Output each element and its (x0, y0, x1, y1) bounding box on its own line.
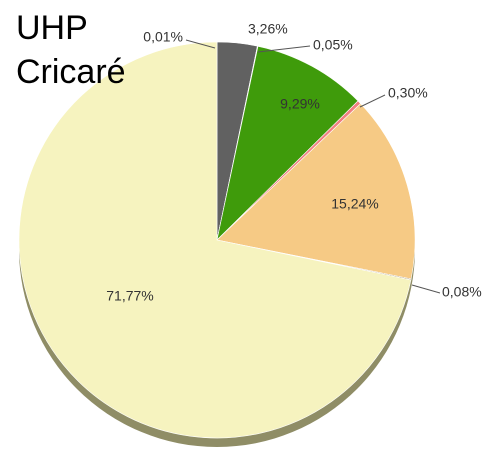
data-label: 9,29% (280, 96, 320, 112)
leader-line (359, 94, 386, 108)
pie-slice (216, 45, 359, 241)
leader-line (257, 45, 311, 53)
data-label: 3,26% (248, 21, 288, 37)
pie-slice (18, 41, 412, 439)
data-label: 0,30% (388, 85, 428, 101)
data-label: 0,05% (313, 37, 353, 53)
leader-line (411, 284, 441, 294)
chart-title: UHP Cricaré (16, 9, 126, 91)
data-label: 71,77% (106, 288, 153, 304)
pie-slice (216, 103, 416, 280)
data-label: 0,01% (143, 29, 183, 45)
data-label: 0,08% (442, 284, 482, 300)
leader-line (185, 39, 216, 49)
data-label: 15,24% (331, 196, 378, 212)
